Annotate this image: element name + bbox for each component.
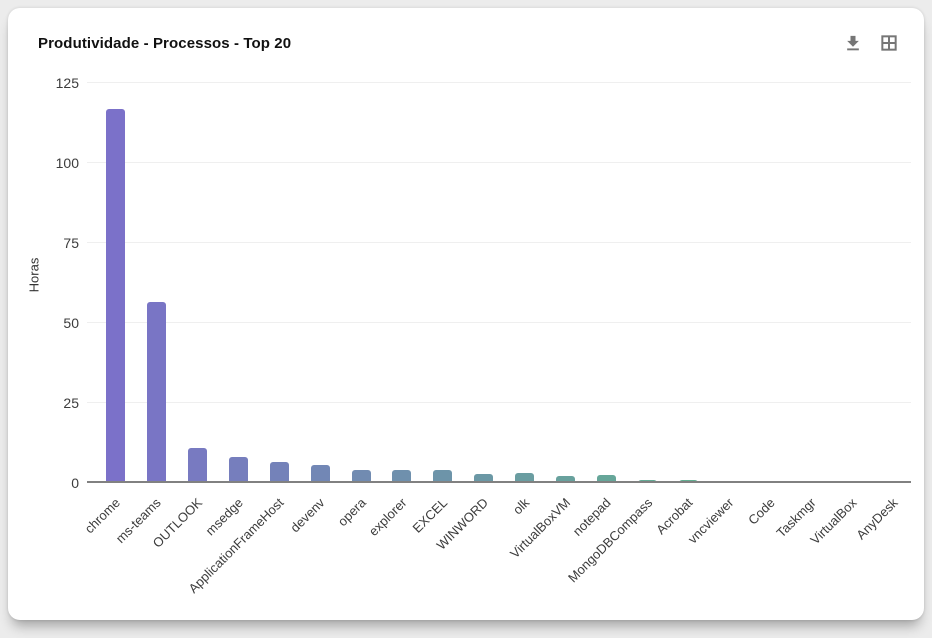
bar-VirtualBoxVM[interactable] (556, 476, 575, 483)
bar-ms-teams[interactable] (147, 302, 166, 483)
bar-olk[interactable] (515, 473, 535, 483)
x-axis-label: olk (509, 495, 533, 518)
bar-chart: Horas 0 25 50 75 100 125 chrome ms-teams OUTLOO… (8, 8, 924, 620)
x-axis-label: AnyDesk (852, 495, 901, 543)
card-toolbar (842, 32, 900, 54)
download-button[interactable] (842, 32, 864, 54)
gridline (87, 402, 911, 403)
y-tick-label: 0 (71, 475, 79, 491)
x-axis-label: Code (745, 495, 778, 528)
gridline (87, 242, 911, 243)
y-tick-label: 75 (63, 235, 79, 251)
x-axis-labels: chrome ms-teams OUTLOOK msedge ApplicationFr… (82, 495, 911, 615)
y-axis-ticks: 0 25 50 75 100 125 (8, 75, 79, 491)
x-axis-label: opera (334, 495, 369, 530)
bar-chrome[interactable] (106, 109, 126, 483)
bar-ApplicationFrameHost[interactable] (269, 462, 289, 483)
bar-notepad[interactable] (596, 475, 616, 483)
x-axis-label: devenv (287, 495, 328, 536)
x-axis-label: explorer (365, 495, 410, 539)
bar-devenv[interactable] (310, 465, 330, 483)
bar-explorer[interactable] (392, 470, 412, 483)
download-icon (843, 33, 863, 53)
x-axis-line (87, 481, 911, 483)
y-tick-label: 50 (63, 315, 79, 331)
chart-card: Produtividade - Processos - Top 20 (8, 8, 924, 620)
bar-OUTLOOK[interactable] (187, 448, 207, 483)
y-tick-label: 25 (63, 395, 79, 411)
gridline (87, 162, 911, 163)
y-tick-label: 125 (55, 75, 79, 91)
chart-title: Produtividade - Processos - Top 20 (38, 34, 292, 52)
bar-opera[interactable] (351, 470, 371, 483)
table-view-button[interactable] (878, 32, 900, 54)
bar-EXCEL[interactable] (433, 470, 453, 483)
card-header: Produtividade - Processos - Top 20 (38, 28, 900, 58)
bar-msedge[interactable] (228, 457, 248, 483)
plot-area (87, 82, 911, 483)
gridline (87, 82, 911, 83)
gridline (87, 322, 911, 323)
table-view-icon (879, 33, 899, 53)
bar-WINWORD[interactable] (474, 474, 494, 483)
y-tick-label: 100 (55, 155, 79, 171)
